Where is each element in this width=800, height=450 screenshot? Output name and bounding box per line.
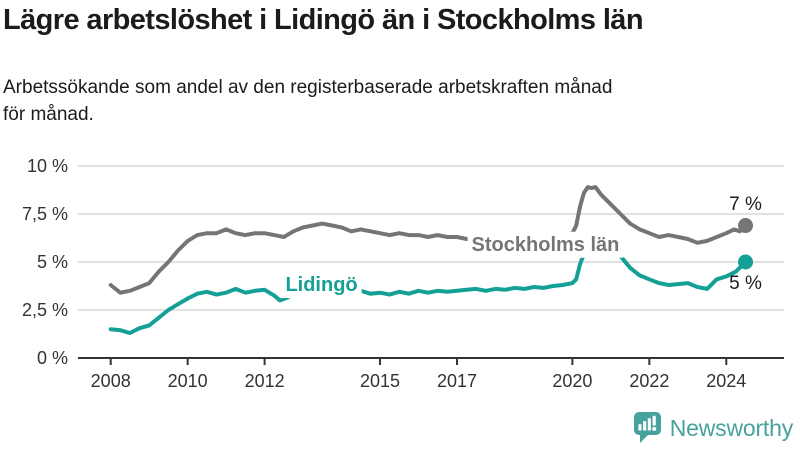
chart-subtitle: Arbetssökande som andel av den registerb…: [3, 74, 763, 128]
y-axis-label: 2,5 %: [22, 300, 68, 320]
x-axis-label: 2010: [168, 371, 208, 391]
newsworthy-wordmark: Newsworthy: [669, 414, 793, 441]
series-label-backing-stockholms-lan: [467, 231, 624, 258]
line-lidingo: [108, 247, 748, 335]
x-axis-label: 2024: [706, 371, 746, 391]
line-stockholms-lan: [108, 185, 748, 295]
x-axis-label: 2015: [360, 371, 400, 391]
newsworthy-logo: Newsworthy: [632, 411, 793, 445]
subtitle-line-1: Arbetssökande som andel av den registerb…: [3, 77, 613, 98]
series-label-backing-lidingo: [281, 272, 362, 299]
y-axis-label: 7,5 %: [22, 204, 68, 224]
y-axis-label: 5 %: [37, 252, 68, 272]
x-axis-label: 2020: [552, 371, 592, 391]
subtitle-line-2: för månad.: [3, 104, 94, 125]
end-value-label-stockholms-lan: 7 %: [729, 194, 762, 215]
chart-title: Lägre arbetslöshet i Lidingö än i Stockh…: [3, 4, 644, 36]
bar-chart-speech-bubble-icon: [633, 412, 661, 443]
end-dot-stockholms-lan: [738, 218, 754, 234]
series-label-lidingo: Lidingö: [285, 274, 357, 296]
x-axis-label: 2017: [437, 371, 477, 391]
x-axis-label: 2012: [245, 371, 285, 391]
x-axis-label: 2008: [91, 371, 131, 391]
x-axis-label: 2022: [629, 371, 669, 391]
y-axis-label: 0 %: [37, 348, 68, 368]
series-label-stockholms-lan: Stockholms län: [472, 234, 620, 256]
y-axis-label: 10 %: [27, 156, 68, 176]
end-dot-lidingo: [738, 254, 754, 270]
end-value-label-lidingo: 5 %: [729, 273, 762, 294]
